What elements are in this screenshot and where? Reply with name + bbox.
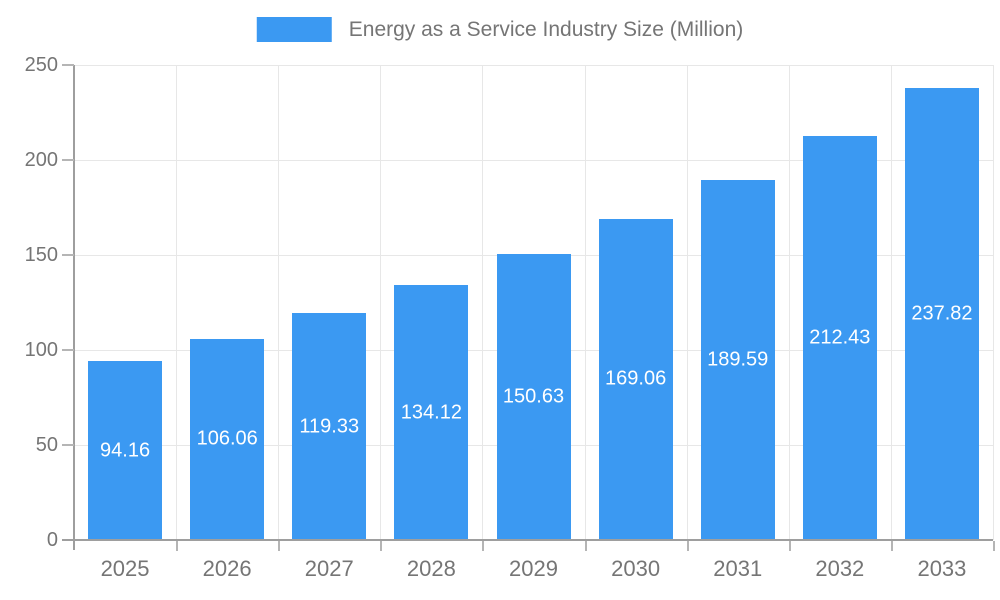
y-axis-tick	[62, 254, 74, 256]
x-axis-tick	[482, 541, 484, 551]
bar-value-label: 237.82	[911, 302, 973, 325]
y-axis-tick-label: 150	[24, 244, 58, 266]
bar-value-label: 169.06	[605, 367, 667, 390]
bar-value-label: 94.16	[100, 439, 151, 462]
bar-value-label: 119.33	[299, 415, 360, 438]
bar-value-label: 134.12	[400, 401, 462, 424]
gridline-vertical	[176, 65, 177, 540]
x-axis-tick	[585, 541, 587, 551]
bar[interactable]	[394, 285, 469, 540]
x-axis-tick	[993, 541, 995, 551]
x-axis-line	[62, 539, 993, 541]
x-axis-tick	[687, 541, 689, 551]
y-axis-tick-label: 100	[24, 339, 58, 361]
bar[interactable]	[700, 179, 775, 540]
bar[interactable]	[190, 338, 265, 540]
bar[interactable]	[598, 218, 673, 540]
gridline-vertical	[891, 65, 892, 540]
legend-swatch	[256, 17, 332, 42]
x-axis-tick	[789, 541, 791, 551]
x-axis-tick-label: 2029	[509, 556, 558, 581]
bar-value-label: 150.63	[502, 385, 565, 408]
x-axis-tick-label: 2026	[202, 556, 252, 581]
x-axis-tick-label: 2027	[304, 556, 354, 581]
gridline-vertical	[687, 65, 688, 540]
x-axis-tick	[278, 541, 280, 551]
x-axis-tick	[891, 541, 893, 551]
x-axis-tick-label: 2032	[815, 556, 865, 581]
y-axis-tick	[62, 349, 74, 351]
bar[interactable]	[802, 136, 877, 540]
gridline-horizontal	[74, 160, 993, 161]
y-axis-tick-label: 200	[24, 149, 58, 171]
x-axis-tick-label: 2025	[100, 556, 150, 581]
bar-value-label: 106.06	[196, 427, 258, 450]
x-axis-tick	[176, 541, 178, 551]
gridline-vertical	[482, 65, 483, 540]
bar[interactable]	[904, 88, 979, 540]
x-axis-tick	[380, 541, 382, 551]
gridline-vertical	[380, 65, 381, 540]
gridline-vertical	[585, 65, 586, 540]
y-axis-tick-label: 50	[35, 434, 58, 456]
x-axis-tick-label: 2031	[713, 556, 763, 581]
x-axis-tick-label: 2030	[611, 556, 661, 581]
x-axis-tick-label: 2028	[406, 556, 456, 581]
bar[interactable]	[88, 361, 163, 540]
bar[interactable]	[496, 253, 571, 540]
bar-value-label: 212.43	[809, 326, 871, 349]
legend-label: Energy as a Service Industry Size (Milli…	[348, 17, 744, 41]
y-axis-tick	[62, 444, 74, 446]
y-axis-line	[73, 65, 75, 550]
chart-legend[interactable]: Energy as a Service Industry Size (Milli…	[256, 17, 744, 42]
y-axis-tick	[62, 159, 74, 161]
y-axis-tick-label: 250	[24, 54, 58, 76]
gridline-vertical	[789, 65, 790, 540]
y-axis-tick-label: 0	[46, 529, 58, 551]
y-axis-tick	[62, 64, 74, 66]
bar-value-label: 189.59	[707, 348, 769, 371]
bar[interactable]	[292, 313, 367, 540]
gridline-vertical	[993, 65, 994, 540]
gridline-horizontal	[74, 65, 993, 66]
x-axis-tick-label: 2033	[917, 556, 967, 581]
plot-area: 94.16 106.06 119.33 134.12 150.63 169.06 189.5…	[74, 65, 994, 540]
gridline-vertical	[278, 65, 279, 540]
